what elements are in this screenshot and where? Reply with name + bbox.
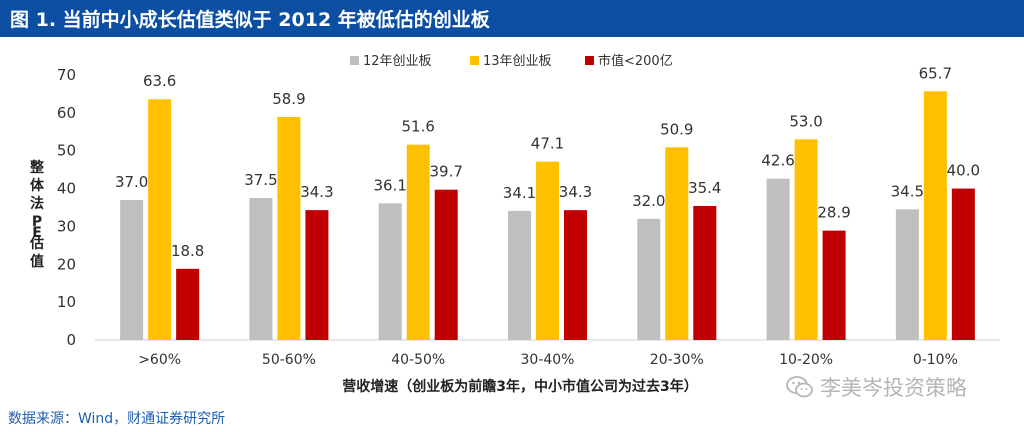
x-tick-label: >60% [138,352,181,368]
bar [895,209,919,340]
bar [766,178,790,340]
data-label: 34.3 [559,183,592,201]
x-tick-label: 10-20% [779,352,833,368]
data-label: 58.9 [272,90,305,108]
watermark-text: 李美岑投资策略 [820,376,967,400]
data-label: 18.8 [171,242,204,260]
legend-swatch [585,56,594,65]
bar [693,205,717,340]
data-label: 34.3 [300,183,333,201]
legend-swatch [470,56,479,65]
bar [176,268,200,340]
bar [637,218,661,340]
wechat-icon [786,376,813,398]
page-title: 图 1. 当前中小成长估值类似于 2012 年被低估的创业板 [10,9,490,31]
data-label: 51.6 [402,118,435,136]
data-label: 32.0 [632,192,665,210]
bar-chart: 0 10 20 30 40 50 60 70 整体法 P E 估值 37.0 63.6 18.8 >60% 37… [29,53,1000,395]
data-label: 37.0 [115,173,148,191]
data-label: 37.5 [244,171,277,189]
bar [794,139,818,340]
data-label: 36.1 [374,176,407,194]
bar [923,91,947,341]
data-label: 65.7 [919,64,952,82]
y-tick-label: 70 [57,66,76,84]
title-bar: 图 1. 当前中小成长估值类似于 2012 年被低估的创业板 [0,0,1024,37]
x-tick-label: 0-10% [913,352,958,368]
x-tick-label: 20-30% [650,352,704,368]
data-label: 34.1 [503,184,536,202]
bar [120,199,144,340]
data-label: 53.0 [789,112,822,130]
bar [665,147,689,340]
data-label: 28.9 [817,204,850,222]
watermark: 李美岑投资策略 [786,370,1016,404]
data-label: 63.6 [143,72,176,90]
legend-swatch [350,56,359,65]
data-label: 47.1 [531,135,564,153]
y-tick-label: 30 [57,217,76,235]
bar [951,188,975,340]
data-label: 35.4 [688,179,721,197]
bar [536,161,559,340]
y-tick-label: 40 [57,180,76,198]
data-label: 50.9 [660,120,693,138]
data-label: 40.0 [947,162,980,180]
data-label: 42.6 [761,152,794,170]
y-tick-label: 0 [66,331,76,349]
y-tick-label: 60 [57,104,76,122]
bar [564,210,587,340]
bar [434,189,458,340]
y-axis-label: 整体法 P E 估值 [29,159,45,270]
bar [148,99,172,340]
bar [249,198,273,340]
bar [822,230,846,340]
x-tick-label: 40-50% [391,352,445,368]
bar [406,144,430,340]
data-label: 39.7 [430,163,463,181]
y-tick-label: 10 [57,293,76,311]
bar [305,210,329,340]
bar [378,203,402,340]
data-label: 34.5 [891,182,924,200]
bar [277,117,301,341]
data-source-note: 数据来源：Wind，财通证券研究所 [8,411,226,427]
legend-label: 市值<200亿 [598,53,673,69]
x-tick-label: 50-60% [262,352,316,368]
x-tick-label: 30-40% [521,352,575,368]
x-axis-label: 营收增速（创业板为前瞻3年，中小市值公司为过去3年） [342,378,697,395]
legend-label: 13年创业板 [483,54,552,69]
y-tick-label: 20 [57,255,76,273]
legend-label: 12年创业板 [363,54,432,69]
y-tick-label: 50 [57,142,76,160]
bar [508,210,531,340]
